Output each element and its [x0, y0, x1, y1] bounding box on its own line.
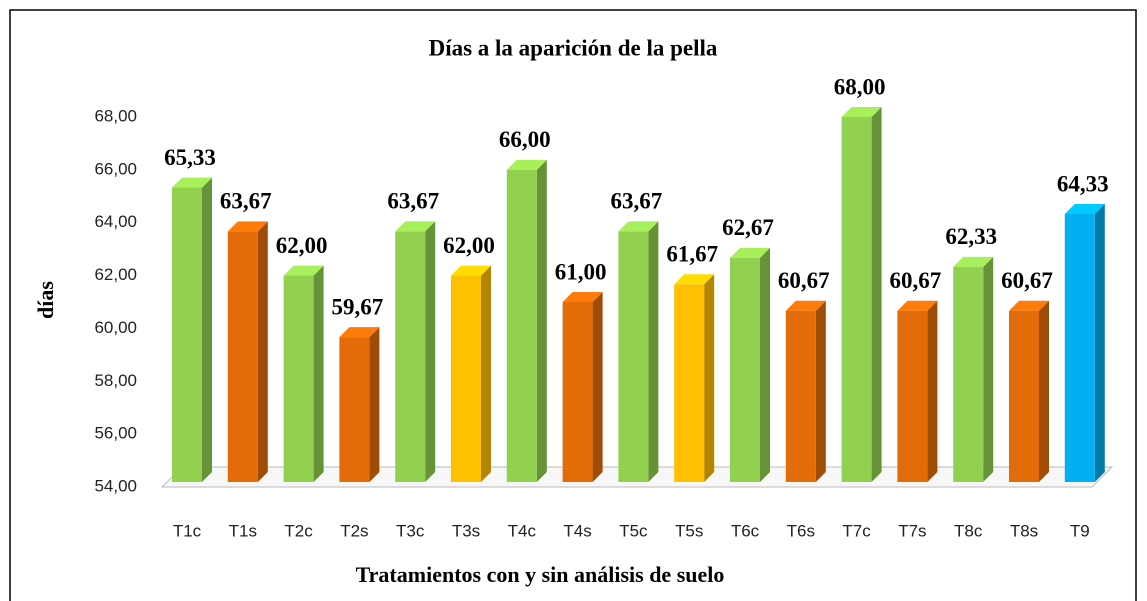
bar-side: [871, 107, 882, 482]
bar-side: [1039, 300, 1049, 482]
bar-top: [562, 292, 603, 302]
bar-side: [313, 265, 324, 482]
data-label: 65,33: [164, 145, 216, 170]
bar-top: [674, 274, 715, 285]
bar-top: [283, 265, 324, 276]
x-tick-label: T7c: [842, 521, 871, 540]
bar: [283, 275, 314, 482]
bar-top: [227, 221, 268, 232]
x-tick-label: T4s: [563, 521, 591, 540]
data-label: 66,00: [499, 127, 551, 152]
y-tick-label: 56,00: [94, 424, 137, 443]
bar: [897, 310, 928, 482]
bar-side: [536, 159, 547, 482]
bar: [506, 169, 537, 482]
data-label: 60,67: [890, 268, 942, 293]
data-label: 61,67: [666, 242, 718, 267]
x-tick-label: T3c: [396, 521, 425, 540]
bar: [339, 337, 370, 482]
bar-top: [506, 159, 547, 170]
bar-top: [785, 300, 826, 311]
bar-top: [730, 247, 770, 258]
data-label: 62,00: [276, 233, 328, 258]
bar-top: [1064, 203, 1105, 214]
bar-top: [172, 177, 212, 188]
bar-side: [927, 300, 938, 482]
x-tick-label: T5s: [675, 521, 703, 540]
bar-side: [425, 221, 436, 482]
bar-side: [369, 327, 380, 482]
bar: [841, 117, 872, 482]
data-label: 62,33: [945, 224, 997, 249]
bar: [1009, 310, 1039, 482]
y-tick-label: 54,00: [94, 476, 137, 495]
data-label: 61,00: [555, 259, 607, 284]
y-tick-label: 64,00: [94, 212, 137, 231]
bar: [1064, 213, 1095, 482]
data-label: 59,67: [332, 294, 384, 319]
bar-side: [257, 221, 268, 482]
bar-side: [592, 292, 603, 482]
data-label: 63,67: [611, 189, 663, 214]
chart-title: Días a la aparición de la pella: [429, 35, 718, 60]
y-tick-label: 62,00: [94, 265, 137, 284]
bar-top: [897, 300, 938, 311]
x-tick-label: T9: [1070, 521, 1090, 540]
x-tick-label: T8c: [954, 521, 983, 540]
bar-side: [815, 300, 826, 482]
bar-top: [339, 327, 380, 338]
bar: [674, 284, 705, 482]
bar: [785, 310, 816, 482]
bar-side: [648, 221, 659, 482]
x-tick-label: T6c: [731, 521, 760, 540]
y-tick-label: 58,00: [94, 371, 137, 390]
bar: [953, 266, 984, 482]
bar-side: [481, 265, 491, 482]
bar-side: [760, 247, 770, 482]
data-label: 62,00: [443, 233, 495, 258]
data-label: 64,33: [1057, 171, 1109, 196]
x-tick-label: T5c: [619, 521, 648, 540]
bar-side: [983, 256, 994, 482]
data-label: 60,67: [1001, 268, 1053, 293]
bar: [730, 257, 760, 482]
data-label: 60,67: [778, 268, 830, 293]
data-label: 68,00: [834, 74, 886, 99]
y-tick-label: 66,00: [94, 159, 137, 178]
bar: [172, 187, 202, 483]
bar-top: [451, 265, 491, 276]
y-tick-label: 60,00: [94, 318, 137, 337]
x-tick-label: T1c: [173, 521, 202, 540]
x-tick-label: T2c: [284, 521, 313, 540]
x-tick-label: T2s: [340, 521, 368, 540]
bar: [618, 231, 649, 482]
data-label: 63,67: [220, 189, 272, 214]
x-tick-label: T8s: [1010, 521, 1038, 540]
bar: [562, 302, 593, 482]
bar-top: [1009, 300, 1049, 311]
bar: [451, 275, 481, 482]
bar-top: [395, 221, 436, 232]
x-tick-label: T7s: [898, 521, 926, 540]
x-tick-label: T4c: [508, 521, 537, 540]
bar-top: [953, 256, 994, 267]
bar-side: [1094, 203, 1105, 482]
bar-top: [841, 107, 882, 117]
x-tick-label: T6s: [787, 521, 815, 540]
data-label: 62,67: [722, 215, 774, 240]
bar-top: [618, 221, 659, 232]
x-tick-label: T1s: [229, 521, 257, 540]
bar-side: [704, 274, 715, 482]
x-tick-label: T3s: [452, 521, 480, 540]
data-label: 63,67: [387, 189, 439, 214]
y-tick-label: 68,00: [94, 106, 137, 125]
bar-side: [202, 177, 212, 483]
y-axis-title: días: [33, 281, 58, 319]
bar: [395, 231, 426, 482]
bar: [227, 231, 258, 482]
x-axis-title: Tratamientos con y sin análisis de suelo: [356, 562, 725, 587]
